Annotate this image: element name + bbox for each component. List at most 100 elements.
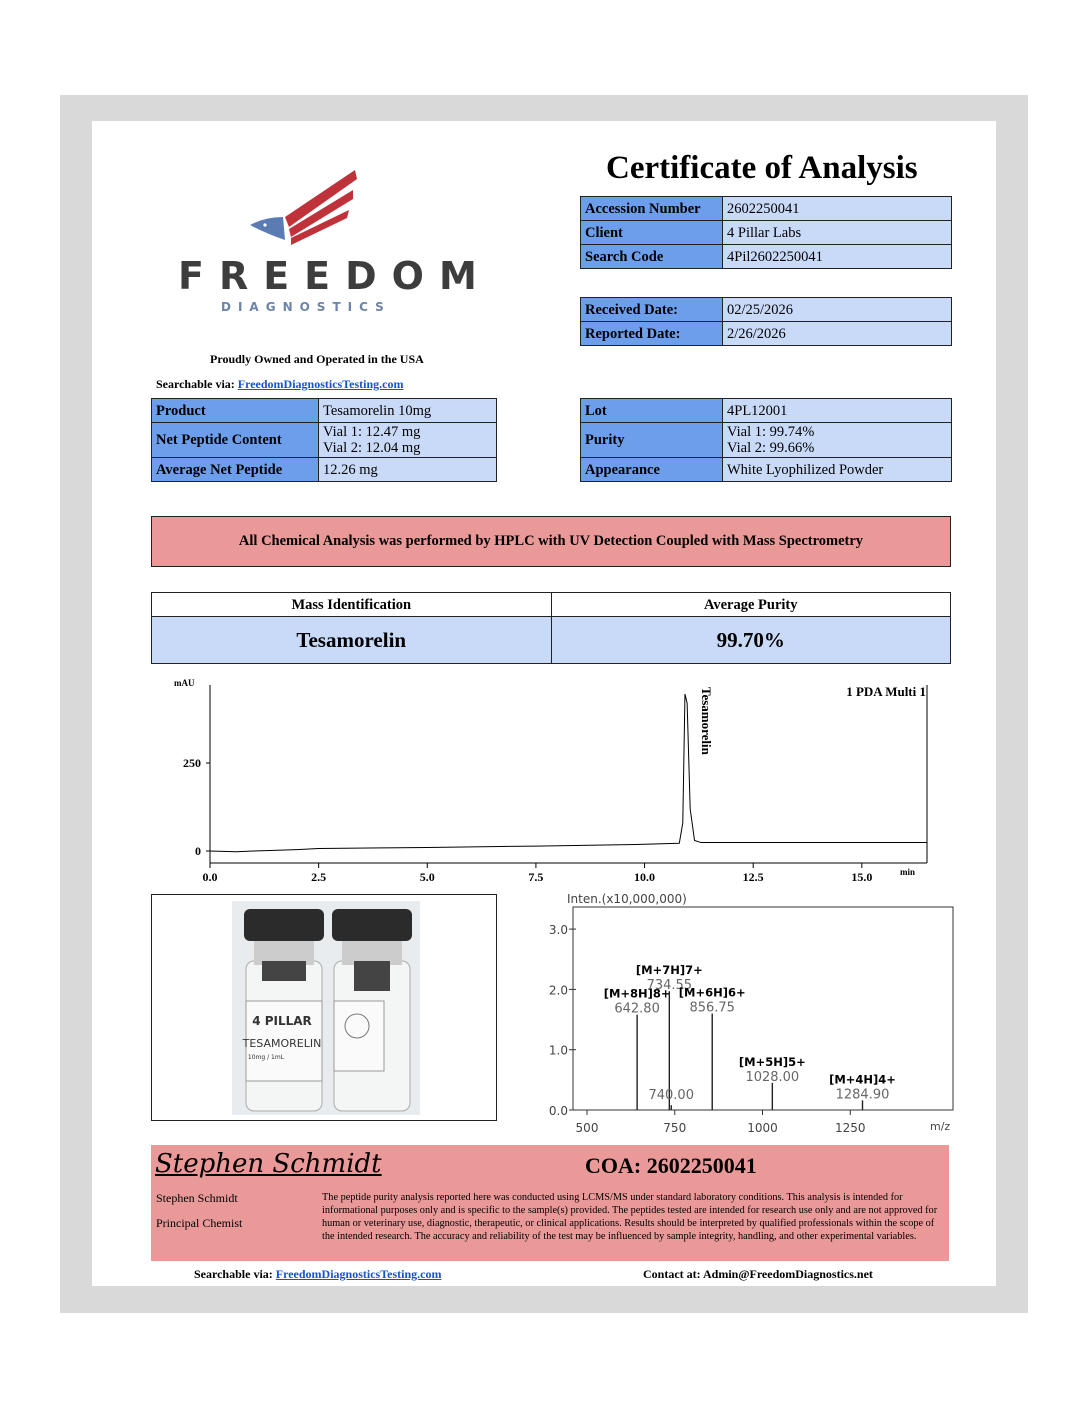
search-line: Searchable via: FreedomDiagnosticsTestin… (156, 377, 403, 392)
vial2-net: Vial 2: 12.04 mg (323, 440, 421, 456)
accession-value: 2602250041 (722, 196, 952, 221)
table-row: Mass Identification Average Purity (151, 592, 951, 617)
peak-ion-label: [M+7H]7+ (636, 963, 703, 977)
footer-search-link[interactable]: FreedomDiagnosticsTesting.com (275, 1267, 442, 1281)
avg-peptide-value: 12.26 mg (318, 457, 497, 482)
table-row: Product Tesamorelin 10mg (151, 398, 497, 423)
x-tick-label: 1250 (835, 1121, 866, 1135)
vial-2 (332, 909, 412, 1112)
chart-title: 1 PDA Multi 1 (846, 684, 926, 699)
table-row: Tesamorelin 99.70% (151, 616, 951, 664)
vial-brand: 4 PILLAR (252, 1014, 312, 1028)
x-tick-label: 2.5 (311, 870, 326, 884)
table-row: Accession Number 2602250041 (580, 196, 952, 221)
vial1-net: Vial 1: 12.47 mg (323, 424, 421, 440)
lot-value: 4PL12001 (722, 398, 952, 423)
y-tick-label: 0.0 (549, 1104, 568, 1118)
vial-1 (244, 909, 324, 1112)
plot-frame (572, 906, 954, 1111)
table-row: Reported Date: 2/26/2026 (580, 321, 952, 346)
search-label: Searchable via: (156, 377, 235, 391)
client-label: Client (580, 220, 723, 245)
y-tick-label: 2.0 (549, 983, 568, 997)
x-axis-label: min (900, 867, 915, 877)
table-row: Average Net Peptide 12.26 mg (151, 457, 497, 482)
received-value: 02/25/2026 (722, 297, 952, 322)
vial1-purity: Vial 1: 99.74% (727, 424, 815, 440)
mass-id-value: Tesamorelin (151, 616, 552, 664)
footer-search-label: Searchable via: (194, 1267, 273, 1281)
x-tick-label: 7.5 (528, 870, 543, 884)
summary-table: Mass Identification Average Purity Tesamo… (151, 592, 951, 664)
peak-mz-label: 740.00 (648, 1088, 694, 1103)
y-tick-label: 3.0 (549, 923, 568, 937)
tagline: Proudly Owned and Operated in the USA (210, 352, 424, 366)
avg-purity-header: Average Purity (550, 592, 951, 617)
y-axis-label: mAU (174, 678, 195, 688)
peak-ion-label: [M+4H]4+ (829, 1072, 896, 1086)
x-tick-label: 0.0 (203, 870, 218, 884)
table-row: Client 4 Pillar Labs (580, 220, 952, 245)
logo-brand: FREEDOM (178, 254, 492, 298)
table-row: Received Date: 02/25/2026 (580, 297, 952, 322)
peak-mz-label: 1028.00 (745, 1070, 799, 1085)
appearance-value: White Lyophilized Powder (722, 457, 952, 482)
method-banner: All Chemical Analysis was performed by H… (151, 516, 951, 567)
peak-ion-label: [M+6H]6+ (679, 986, 746, 1000)
y-tick-label: 1.0 (549, 1044, 568, 1058)
peak-mz-label: 856.75 (689, 1001, 735, 1016)
purity-label: Purity (580, 422, 723, 458)
x-tick-label: 1000 (747, 1121, 778, 1135)
hplc-chromatogram: 0.0 2.5 5.0 7.5 10.0 12.5 15.0 0 250 mAU min 1 PDA … (174, 678, 928, 884)
net-peptide-label: Net Peptide Content (151, 422, 319, 458)
x-tick-label: 15.0 (851, 870, 872, 884)
y-axis-label: Inten.(x10,000,000) (567, 892, 687, 906)
x-tick-label: 5.0 (420, 870, 435, 884)
vial-dose: 10mg / 1mL (248, 1054, 285, 1061)
vial-photo-frame: 4 PILLAR TESAMORELIN 10mg / 1mL (151, 894, 497, 1121)
search-code-label: Search Code (580, 244, 723, 269)
table-row: Search Code 4Pil2602250041 (580, 244, 952, 269)
table-row: Net Peptide Content Vial 1: 12.47 mg Vial … (151, 422, 497, 458)
client-value: 4 Pillar Labs (722, 220, 952, 245)
footer-search: Searchable via: FreedomDiagnosticsTestin… (194, 1267, 441, 1282)
vial-product: TESAMORELIN (242, 1037, 322, 1050)
contact: Contact at: Admin@FreedomDiagnostics.net (643, 1267, 873, 1281)
mass-spectrum: Inten.(x10,000,000) m/z 0.0 1.0 2.0 3.0 500 750… (549, 892, 954, 1135)
search-code-value: 4Pil2602250041 (722, 244, 952, 269)
y-tick-label: 0 (195, 844, 201, 858)
logo-sub: DIAGNOSTICS (221, 300, 391, 314)
accession-label: Accession Number (580, 196, 723, 221)
vial2-purity: Vial 2: 99.66% (727, 440, 815, 456)
eagle-flag-logo-icon (250, 170, 357, 245)
product-value: Tesamorelin 10mg (318, 398, 497, 423)
x-axis-label: m/z (930, 1120, 950, 1133)
chromatogram-trace (209, 693, 927, 853)
y-tick-label: 250 (183, 756, 201, 770)
x-tick-label: 12.5 (743, 870, 764, 884)
reported-value: 2/26/2026 (722, 321, 952, 346)
disclaimer: The peptide purity analysis reported her… (322, 1192, 938, 1242)
received-label: Received Date: (580, 297, 723, 322)
signature-block: Stephen Schmidt COA: 2602250041 Stephen … (151, 1145, 949, 1261)
lot-table: Lot 4PL12001 Purity Vial 1: 99.74% Vial 2: … (580, 398, 952, 482)
search-link[interactable]: FreedomDiagnosticsTesting.com (237, 377, 404, 391)
vial-photo: 4 PILLAR TESAMORELIN 10mg / 1mL (232, 901, 420, 1115)
page-title: Certificate of Analysis (606, 150, 918, 186)
id-table: Accession Number 2602250041 Client 4 Pilla… (580, 196, 952, 269)
peak-ion-label: [M+8H]8+ (604, 987, 671, 1001)
x-tick-label: 500 (576, 1121, 599, 1135)
signature: Stephen Schmidt (155, 1149, 382, 1179)
table-row: Purity Vial 1: 99.74% Vial 2: 99.66% (580, 422, 952, 458)
dates-table: Received Date: 02/25/2026 Reported Date: 2… (580, 297, 952, 346)
x-tick-label: 10.0 (634, 870, 655, 884)
lot-label: Lot (580, 398, 723, 423)
chemist-name: Stephen Schmidt (156, 1191, 238, 1205)
product-label: Product (151, 398, 319, 423)
table-row: Lot 4PL12001 (580, 398, 952, 423)
avg-purity-value: 99.70% (550, 616, 951, 664)
mass-id-header: Mass Identification (151, 592, 552, 617)
avg-peptide-label: Average Net Peptide (151, 457, 319, 482)
table-row: Appearance White Lyophilized Powder (580, 457, 952, 482)
peak-ion-label: [M+5H]5+ (739, 1055, 806, 1069)
